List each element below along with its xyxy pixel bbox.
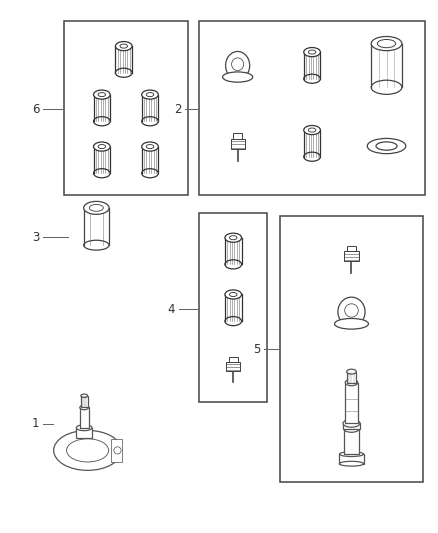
Bar xyxy=(81,395,88,407)
Ellipse shape xyxy=(230,293,237,296)
Ellipse shape xyxy=(367,139,406,154)
Bar xyxy=(371,44,402,87)
Bar xyxy=(64,21,188,195)
Ellipse shape xyxy=(93,168,110,178)
Bar xyxy=(115,46,132,72)
Ellipse shape xyxy=(371,36,402,51)
Ellipse shape xyxy=(232,58,244,71)
Ellipse shape xyxy=(98,144,106,149)
Bar xyxy=(304,130,320,157)
Ellipse shape xyxy=(376,142,397,150)
Ellipse shape xyxy=(230,236,237,240)
Ellipse shape xyxy=(93,90,110,99)
Ellipse shape xyxy=(141,90,158,99)
Text: 3: 3 xyxy=(32,231,39,244)
Ellipse shape xyxy=(377,39,396,47)
Bar xyxy=(280,216,423,482)
Ellipse shape xyxy=(146,144,154,149)
Ellipse shape xyxy=(81,394,88,398)
Ellipse shape xyxy=(344,425,359,432)
Ellipse shape xyxy=(98,93,106,96)
Bar xyxy=(304,52,320,79)
Ellipse shape xyxy=(335,318,368,329)
Ellipse shape xyxy=(141,117,158,126)
Bar xyxy=(80,407,88,427)
Ellipse shape xyxy=(115,42,132,51)
Ellipse shape xyxy=(76,425,92,431)
Bar xyxy=(230,139,245,149)
Bar xyxy=(346,372,356,383)
Ellipse shape xyxy=(80,405,88,410)
Ellipse shape xyxy=(225,233,242,243)
Ellipse shape xyxy=(89,205,103,211)
Ellipse shape xyxy=(304,47,320,56)
Bar xyxy=(347,246,356,251)
Ellipse shape xyxy=(114,447,121,454)
Bar xyxy=(141,94,158,122)
Bar xyxy=(199,213,267,402)
Ellipse shape xyxy=(67,439,109,462)
Bar xyxy=(199,21,425,195)
Text: 2: 2 xyxy=(174,103,182,116)
Bar xyxy=(344,251,359,261)
Bar xyxy=(226,362,240,371)
Bar xyxy=(76,427,92,438)
Bar xyxy=(339,454,364,464)
Ellipse shape xyxy=(345,379,358,386)
Ellipse shape xyxy=(54,431,122,471)
Bar xyxy=(343,423,360,429)
Ellipse shape xyxy=(146,93,154,96)
Ellipse shape xyxy=(225,290,242,299)
Text: 5: 5 xyxy=(253,343,261,356)
Ellipse shape xyxy=(115,68,132,77)
Ellipse shape xyxy=(345,304,358,317)
Ellipse shape xyxy=(339,452,364,456)
Ellipse shape xyxy=(338,297,365,326)
Ellipse shape xyxy=(304,74,320,83)
Bar xyxy=(344,429,359,454)
Ellipse shape xyxy=(93,117,110,126)
Text: 4: 4 xyxy=(168,303,175,316)
Ellipse shape xyxy=(93,142,110,151)
Ellipse shape xyxy=(84,240,109,250)
Text: 1: 1 xyxy=(32,417,39,430)
Ellipse shape xyxy=(339,461,364,466)
Ellipse shape xyxy=(141,168,158,178)
Bar xyxy=(141,147,158,173)
Ellipse shape xyxy=(223,72,253,82)
Ellipse shape xyxy=(308,50,316,54)
Bar xyxy=(229,357,238,362)
Ellipse shape xyxy=(225,317,242,326)
Ellipse shape xyxy=(304,125,320,135)
Bar xyxy=(111,439,122,462)
Ellipse shape xyxy=(225,260,242,269)
Bar xyxy=(84,208,109,245)
Bar xyxy=(93,147,110,173)
Bar xyxy=(225,294,242,321)
Ellipse shape xyxy=(304,152,320,161)
Ellipse shape xyxy=(84,201,109,214)
Bar xyxy=(225,238,242,264)
Bar xyxy=(233,133,242,139)
Ellipse shape xyxy=(308,128,316,132)
Ellipse shape xyxy=(141,142,158,151)
Ellipse shape xyxy=(226,52,250,79)
Text: 6: 6 xyxy=(32,103,39,116)
Ellipse shape xyxy=(347,369,357,374)
Bar xyxy=(93,94,110,122)
Ellipse shape xyxy=(343,419,360,427)
Ellipse shape xyxy=(371,80,402,94)
Bar xyxy=(345,383,358,423)
Ellipse shape xyxy=(120,44,127,48)
